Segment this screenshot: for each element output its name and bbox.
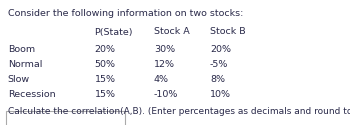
Text: 50%: 50% bbox=[94, 60, 116, 69]
Text: 20%: 20% bbox=[94, 45, 116, 54]
Text: Stock A: Stock A bbox=[154, 28, 190, 36]
Text: 8%: 8% bbox=[210, 75, 225, 84]
Text: Recession: Recession bbox=[8, 90, 55, 99]
Text: -5%: -5% bbox=[210, 60, 228, 69]
Text: Slow: Slow bbox=[8, 75, 30, 84]
Text: 10%: 10% bbox=[210, 90, 231, 99]
Text: 4%: 4% bbox=[154, 75, 169, 84]
Text: 30%: 30% bbox=[154, 45, 175, 54]
Text: Stock B: Stock B bbox=[210, 28, 246, 36]
Text: Calculate the correlation(A,B). (Enter percentages as decimals and round to 4 de: Calculate the correlation(A,B). (Enter p… bbox=[8, 108, 350, 116]
Text: 15%: 15% bbox=[94, 90, 116, 99]
Text: -10%: -10% bbox=[154, 90, 178, 99]
FancyBboxPatch shape bbox=[6, 111, 125, 125]
Text: Normal: Normal bbox=[8, 60, 42, 69]
Text: Boom: Boom bbox=[8, 45, 35, 54]
Text: 15%: 15% bbox=[94, 75, 116, 84]
Text: 12%: 12% bbox=[154, 60, 175, 69]
Text: P(State): P(State) bbox=[94, 28, 133, 36]
Text: Consider the following information on two stocks:: Consider the following information on tw… bbox=[8, 9, 243, 18]
Text: 20%: 20% bbox=[210, 45, 231, 54]
